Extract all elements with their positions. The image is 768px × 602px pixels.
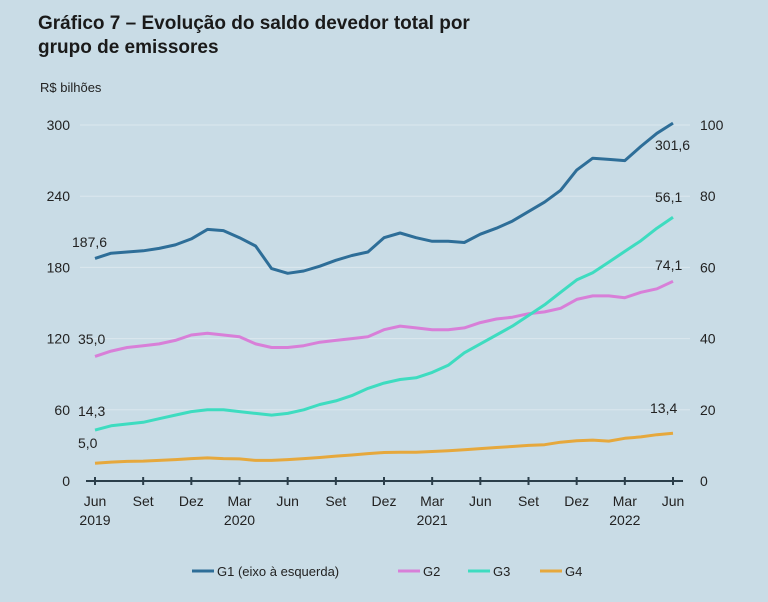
data-label-end: 56,1: [655, 189, 682, 205]
y-left-tick-label: 180: [47, 259, 71, 275]
data-label-end: 13,4: [650, 400, 677, 416]
x-tick-label: Set: [518, 493, 539, 509]
x-tick-year-label: 2022: [609, 512, 640, 528]
data-label-end: 301,6: [655, 137, 690, 153]
y-left-tick-label: 0: [62, 473, 70, 489]
y-left-tick-label: 240: [47, 188, 71, 204]
data-label-start: 187,6: [72, 234, 107, 250]
series-line-g3: [94, 215, 674, 432]
series-line-g4: [94, 431, 674, 465]
x-tick-label: Mar: [227, 493, 251, 509]
y-left-tick-label: 300: [47, 117, 71, 133]
y-right-tick-label: 60: [700, 259, 716, 275]
legend-label: G1 (eixo à esquerda): [217, 564, 339, 579]
x-tick-label: Jun: [276, 493, 299, 509]
data-label-start: 35,0: [78, 331, 105, 347]
y-left-tick-label: 60: [54, 402, 70, 418]
x-tick-label: Mar: [420, 493, 444, 509]
legend-label: G4: [565, 564, 582, 579]
x-tick-year-label: 2019: [79, 512, 110, 528]
y-right-tick-label: 80: [700, 188, 716, 204]
x-tick-label: Mar: [613, 493, 637, 509]
series-line-g1: [94, 121, 674, 275]
data-label-end: 74,1: [655, 257, 682, 273]
legend-label: G3: [493, 564, 510, 579]
x-tick-year-label: 2020: [224, 512, 255, 528]
x-tick-label: Dez: [564, 493, 589, 509]
data-label-start: 14,3: [78, 403, 105, 419]
chart-title-line-1: Gráfico 7 – Evolução do saldo devedor to…: [38, 13, 470, 34]
y-left-tick-label: 120: [47, 331, 71, 347]
y-right-tick-label: 20: [700, 402, 716, 418]
y-right-tick-label: 0: [700, 473, 708, 489]
x-tick-label: Set: [325, 493, 346, 509]
x-tick-label: Dez: [372, 493, 397, 509]
x-tick-year-label: 2021: [417, 512, 448, 528]
x-tick-label: Jun: [84, 493, 107, 509]
legend-label: G2: [423, 564, 440, 579]
x-tick-label: Dez: [179, 493, 204, 509]
data-label-start: 5,0: [78, 435, 98, 451]
x-tick-label: Jun: [662, 493, 685, 509]
y-axis-label: R$ bilhões: [40, 80, 102, 95]
x-tick-label: Jun: [469, 493, 492, 509]
series-line-g2: [94, 279, 674, 358]
chart-title-line-2: grupo de emissores: [38, 37, 219, 58]
y-right-tick-label: 40: [700, 331, 716, 347]
y-right-tick-label: 100: [700, 117, 724, 133]
x-tick-label: Set: [133, 493, 154, 509]
